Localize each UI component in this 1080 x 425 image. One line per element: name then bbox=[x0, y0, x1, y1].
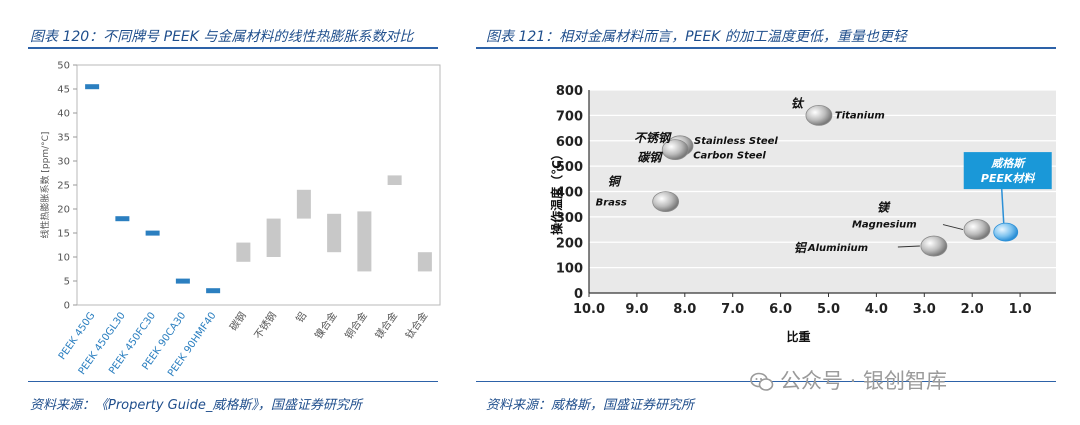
y-tick-label: 0 bbox=[574, 287, 583, 302]
y-axis-label: 线性热膨胀系数 [ppm/°C] bbox=[39, 132, 51, 239]
data-point bbox=[920, 235, 948, 257]
left-title-rule bbox=[28, 47, 438, 49]
y-tick-label: 25 bbox=[57, 181, 70, 192]
y-tick-label: 50 bbox=[57, 61, 70, 72]
point-label-cn: 铜 bbox=[608, 175, 622, 189]
y-tick-label: 45 bbox=[57, 85, 70, 96]
metal-bar bbox=[417, 252, 432, 272]
x-tick-label: 不锈钢 bbox=[251, 309, 279, 341]
left-source-note: 资料来源：《Property Guide_威格斯》，国盛证券研究所 bbox=[30, 398, 362, 413]
point-label-en: Brass bbox=[596, 198, 627, 209]
y-tick-label: 20 bbox=[57, 205, 70, 216]
data-point bbox=[661, 139, 689, 161]
left-figure-title: 图表 120：不同牌号 PEEK 与金属材料的线性热膨胀系数对比 bbox=[30, 29, 414, 45]
y-tick-label: 700 bbox=[556, 109, 583, 124]
x-tick-label: 钛合金 bbox=[402, 309, 430, 341]
y-tick-label: 5 bbox=[64, 277, 70, 288]
x-tick-label: 4.0 bbox=[865, 302, 888, 317]
right-figure-title: 图表 121：相对金属材料而言，PEEK 的加工温度更低，重量也更轻 bbox=[486, 29, 907, 45]
y-tick-label: 10 bbox=[57, 253, 70, 264]
callout-pointer bbox=[1000, 189, 1005, 224]
metal-bar bbox=[266, 218, 281, 257]
y-tick-label: 30 bbox=[57, 157, 70, 168]
point-label-cn: 不锈钢 bbox=[634, 131, 672, 145]
point-label-en: Titanium bbox=[835, 110, 885, 121]
point-label-en: Magnesium bbox=[852, 220, 917, 231]
y-tick-label: 40 bbox=[57, 109, 70, 120]
peek-bar bbox=[175, 278, 190, 284]
metal-bar bbox=[296, 189, 311, 219]
right-source-note: 资料来源：威格斯，国盛证券研究所 bbox=[486, 398, 695, 413]
x-tick-label: 铜合金 bbox=[342, 309, 370, 341]
y-tick-label: 0 bbox=[64, 301, 70, 312]
point-label-cn: 钛 bbox=[791, 96, 805, 110]
plot-frame bbox=[76, 64, 441, 306]
peek-bar bbox=[145, 230, 160, 236]
leader-line bbox=[897, 245, 920, 248]
peek-bar bbox=[115, 216, 130, 222]
x-tick-label: 镁合金 bbox=[372, 309, 400, 341]
x-tick-label: 3.0 bbox=[913, 302, 936, 317]
metal-bar bbox=[387, 175, 402, 185]
point-label-en: Stainless Steel bbox=[694, 136, 778, 147]
peek-bar bbox=[85, 84, 100, 90]
leader-line bbox=[942, 224, 964, 231]
x-tick-label: 5.0 bbox=[817, 302, 840, 317]
metal-bar bbox=[236, 242, 251, 262]
callout-line2: PEEK材料 bbox=[981, 172, 1036, 185]
left-source-rule bbox=[28, 381, 438, 382]
point-label-en: Aluminium bbox=[807, 243, 868, 254]
right-figure-panel: 图表 121：相对金属材料而言，PEEK 的加工温度更低，重量也更轻 0 100 2… bbox=[476, 0, 1080, 425]
x-tick-label: 8.0 bbox=[673, 302, 696, 317]
y-tick-label: 800 bbox=[556, 84, 583, 99]
point-label-en: Carbon Steel bbox=[693, 151, 766, 162]
metal-bar bbox=[357, 211, 372, 272]
callout-box bbox=[963, 152, 1052, 190]
point-label-cn: 铝 bbox=[794, 241, 808, 255]
data-point bbox=[993, 222, 1019, 242]
x-tick-label: 1.0 bbox=[1009, 302, 1032, 317]
data-point bbox=[805, 104, 833, 126]
metal-bar bbox=[327, 213, 342, 253]
x-tick-label: 9.0 bbox=[625, 302, 648, 317]
y-axis-label: 操作温度（°C） bbox=[549, 148, 564, 235]
peek-bar bbox=[206, 288, 221, 294]
left-figure-panel: 图表 120：不同牌号 PEEK 与金属材料的线性热膨胀系数对比 0 5 10 15 2… bbox=[28, 29, 441, 413]
y-tick-label: 400 bbox=[556, 186, 583, 201]
y-tick-label: 300 bbox=[556, 211, 583, 226]
y-tick-label: 15 bbox=[57, 229, 70, 240]
y-tick-label: 500 bbox=[556, 160, 583, 175]
x-tick-label: 镍合金 bbox=[312, 309, 340, 341]
y-tick-label: 600 bbox=[556, 135, 583, 150]
watermark: 公众号 · 银创智库 bbox=[750, 365, 947, 395]
watermark-text: 公众号 · 银创智库 bbox=[780, 369, 948, 393]
x-tick-label: 10.0 bbox=[573, 302, 605, 317]
x-tick-label: 6.0 bbox=[769, 302, 792, 317]
y-tick-label: 200 bbox=[556, 236, 583, 251]
x-tick-label: 7.0 bbox=[721, 302, 744, 317]
right-title-rule bbox=[476, 47, 1056, 49]
data-point bbox=[652, 191, 680, 213]
x-axis-label: 比重 bbox=[786, 329, 810, 344]
callout-line1: 威格斯 bbox=[990, 157, 1027, 170]
x-tick-label: 铝 bbox=[294, 310, 310, 325]
wechat-icon bbox=[750, 372, 774, 391]
data-point bbox=[963, 219, 991, 240]
x-tick-label: 碳钢 bbox=[227, 309, 249, 333]
point-label-cn: 镁 bbox=[877, 201, 891, 215]
y-tick-label: 100 bbox=[556, 262, 583, 277]
point-label-cn: 碳钢 bbox=[637, 151, 663, 165]
y-tick-label: 35 bbox=[57, 133, 70, 144]
x-tick-label: 2.0 bbox=[961, 302, 984, 317]
temperature-vs-density-chart: 0 100 200 300 400 500 600 700 800 10.0 9.0 8.0 7.0 6.… bbox=[549, 84, 1056, 344]
